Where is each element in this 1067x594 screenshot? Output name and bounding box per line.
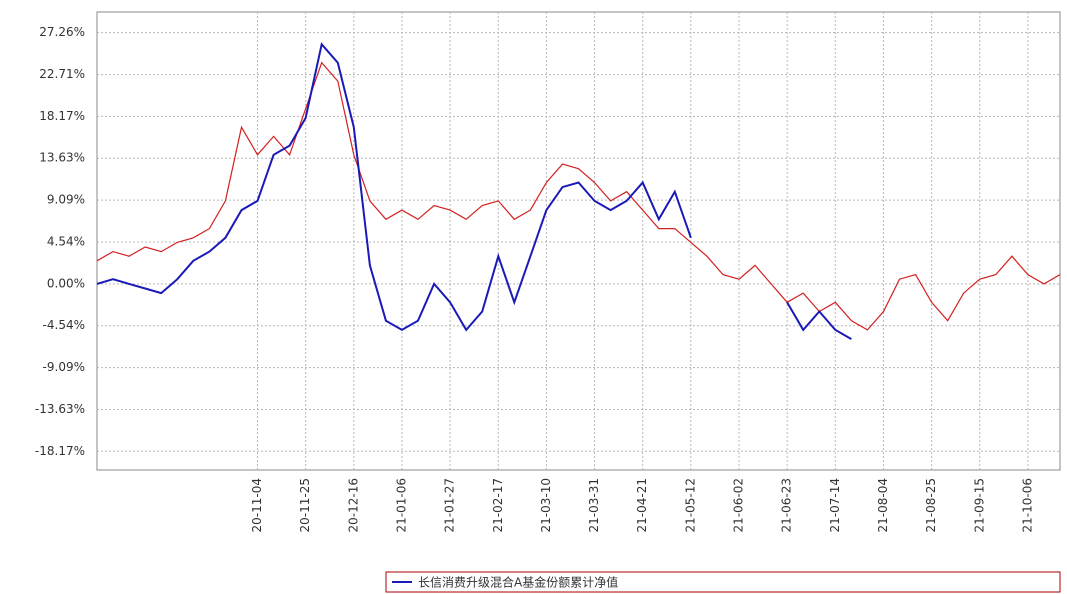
y-tick-label: -13.63% bbox=[35, 402, 85, 416]
x-tick-label: 20-12-16 bbox=[346, 478, 360, 532]
series-line bbox=[96, 61, 1061, 331]
y-tick-label: 27.26% bbox=[39, 25, 85, 39]
x-tick-label: 21-01-06 bbox=[394, 478, 408, 532]
y-tick-label: 9.09% bbox=[47, 193, 85, 207]
x-tick-label: 21-08-25 bbox=[924, 478, 938, 532]
x-tick-label: 21-03-10 bbox=[539, 478, 553, 532]
x-tick-label: 21-10-06 bbox=[1020, 478, 1034, 532]
y-tick-label: 13.63% bbox=[39, 151, 85, 165]
x-tick-label: 21-09-15 bbox=[972, 478, 986, 532]
y-tick-label: 18.17% bbox=[39, 109, 85, 123]
x-tick-label: 20-11-25 bbox=[298, 478, 312, 532]
x-tick-label: 21-02-17 bbox=[491, 478, 505, 532]
y-tick-label: 22.71% bbox=[39, 67, 85, 81]
x-tick-label: 21-04-21 bbox=[635, 478, 649, 532]
x-tick-label: 21-07-14 bbox=[828, 478, 842, 532]
x-tick-label: 21-08-04 bbox=[876, 478, 890, 532]
legend-label: 长信消费升级混合A基金份额累计净值 bbox=[418, 575, 618, 590]
x-tick-label: 21-01-27 bbox=[443, 478, 457, 532]
y-tick-label: -9.09% bbox=[43, 360, 85, 374]
x-tick-label: 20-11-04 bbox=[250, 478, 264, 532]
x-tick-label: 21-03-31 bbox=[587, 478, 601, 532]
y-tick-label: 0.00% bbox=[47, 276, 85, 290]
y-tick-label: -4.54% bbox=[43, 318, 85, 332]
x-tick-label: 21-06-23 bbox=[780, 478, 794, 532]
y-tick-label: 4.54% bbox=[47, 235, 85, 249]
x-tick-label: 21-05-12 bbox=[683, 478, 697, 532]
y-tick-label: -18.17% bbox=[35, 444, 85, 458]
series-line bbox=[96, 42, 852, 340]
legend bbox=[385, 571, 1061, 593]
x-tick-label: 21-06-02 bbox=[732, 478, 746, 532]
plot-area bbox=[96, 11, 1061, 471]
